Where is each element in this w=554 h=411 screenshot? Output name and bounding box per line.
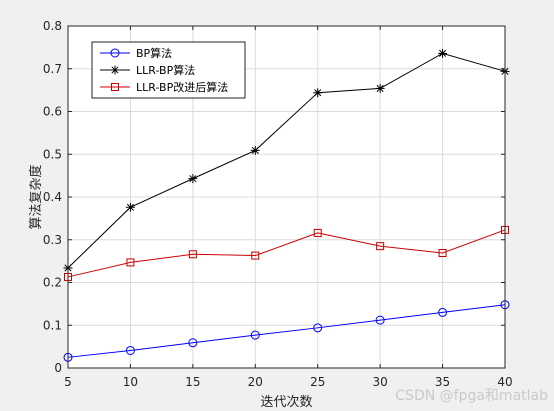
data-point	[188, 338, 198, 348]
axis-ticks: 5 10 15 20 25 30 35 40 0 0.1 0.2 0.3 0.4 0.5 0.6 0.7 0.8	[43, 19, 513, 389]
data-point	[375, 83, 385, 93]
x-tick-label: 10	[123, 375, 138, 389]
legend-label: LLR-BP改进后算法	[136, 80, 228, 94]
y-tick-label: 0.2	[43, 276, 62, 290]
x-tick-label: 5	[64, 375, 72, 389]
data-point	[250, 330, 260, 340]
data-point	[438, 48, 448, 58]
data-point	[375, 315, 385, 325]
data-point	[313, 228, 322, 237]
y-tick-label: 0.6	[43, 105, 62, 119]
x-axis-label: 迭代次数	[260, 394, 312, 410]
x-tick-label: 20	[248, 375, 263, 389]
y-tick-label: 0.1	[43, 318, 62, 332]
y-tick-label: 0.5	[43, 147, 62, 161]
y-tick-label: 0.4	[43, 190, 62, 204]
legend: BP算法 LLR-BP算法 LLR-BP改进后算法	[91, 41, 246, 99]
watermark: CSDN @fpga和matlab	[395, 388, 548, 404]
data-point	[125, 345, 135, 355]
series-line	[67, 52, 506, 269]
x-tick-label: 15	[185, 375, 200, 389]
legend-marker	[110, 65, 120, 75]
data-point	[250, 145, 260, 155]
series-layer	[63, 48, 510, 362]
series-0	[63, 300, 510, 362]
data-point	[251, 251, 260, 260]
y-tick-label: 0.3	[43, 233, 62, 247]
legend-item: BP算法	[100, 46, 172, 60]
x-tick-label: 35	[435, 375, 450, 389]
y-tick-label: 0	[54, 361, 62, 375]
data-point	[188, 250, 197, 259]
data-point	[438, 307, 448, 317]
x-tick-label: 30	[373, 375, 388, 389]
legend-label: BP算法	[136, 46, 172, 60]
data-point	[125, 202, 135, 212]
data-point	[188, 174, 198, 184]
x-tick-label: 25	[310, 375, 325, 389]
legend-item: LLR-BP算法	[100, 63, 195, 77]
legend-marker	[111, 83, 119, 91]
series-line	[67, 304, 506, 358]
data-point	[313, 88, 323, 98]
x-tick-label: 40	[497, 375, 512, 389]
legend-item: LLR-BP改进后算法	[100, 80, 228, 94]
data-point	[376, 242, 385, 251]
data-point	[126, 258, 135, 267]
data-point	[313, 323, 323, 333]
y-axis-label: 算法复杂度	[28, 164, 44, 229]
legend-marker	[110, 48, 120, 58]
series-line	[67, 229, 506, 278]
y-tick-label: 0.7	[43, 62, 62, 76]
y-tick-label: 0.8	[43, 19, 62, 33]
data-point	[438, 249, 447, 258]
legend-label: LLR-BP算法	[136, 63, 195, 77]
